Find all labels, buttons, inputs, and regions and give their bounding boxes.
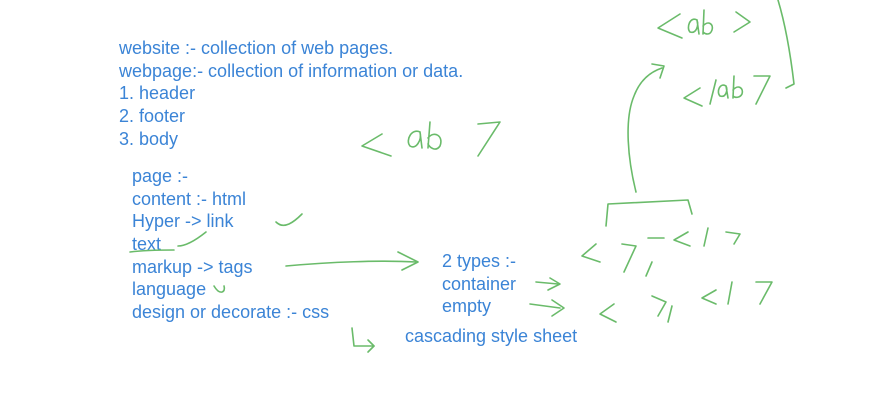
website-definition: website :- collection of web pages. bbox=[119, 38, 394, 58]
bracket-right-curve bbox=[777, 0, 795, 89]
seven-stroke bbox=[477, 121, 501, 157]
seven-stroke bbox=[621, 243, 637, 273]
letter-b-stroke bbox=[427, 121, 442, 150]
arrow-markup-shaft bbox=[285, 260, 417, 267]
angle-bracket-stroke bbox=[361, 133, 392, 157]
empty-type: empty bbox=[442, 296, 492, 317]
underline-text bbox=[129, 249, 175, 253]
handwritten-tag-top-close bbox=[683, 75, 771, 107]
angle-bracket-stroke bbox=[733, 11, 751, 33]
definitions-block: website :- collection of web pages. webp… bbox=[119, 37, 463, 150]
list-item-body: 3. body bbox=[119, 128, 179, 149]
hyper-line: Hyper -> link bbox=[132, 211, 234, 232]
tick-stroke bbox=[645, 261, 653, 277]
tick-language bbox=[213, 285, 226, 293]
slash-stroke bbox=[727, 281, 733, 305]
arrow-css-head bbox=[367, 339, 375, 353]
arrow-up-head bbox=[651, 63, 665, 79]
handwritten-tag-top-open bbox=[657, 9, 751, 39]
arrow-empty-shaft bbox=[529, 303, 561, 309]
letter-b-stroke bbox=[702, 9, 714, 35]
tick-stroke bbox=[667, 305, 673, 323]
slash-stroke bbox=[709, 79, 717, 105]
css-expansion: cascading style sheet bbox=[405, 326, 578, 346]
angle-bracket-stroke bbox=[581, 243, 601, 263]
tick-link bbox=[275, 213, 303, 227]
seven-stroke bbox=[725, 231, 741, 245]
page-concepts-block: page :- content :- html Hyper -> link te… bbox=[132, 165, 329, 324]
arrow-container-shaft bbox=[535, 281, 559, 285]
handwritten-tag-center bbox=[361, 121, 501, 157]
letter-a-stroke bbox=[687, 18, 700, 35]
angle-bracket-stroke bbox=[599, 303, 617, 323]
handwritten-container-pair bbox=[581, 227, 741, 277]
tree-branch bbox=[605, 199, 693, 227]
arrow-up-shaft bbox=[627, 67, 663, 193]
arrow-container-head bbox=[547, 277, 561, 291]
seven-stroke bbox=[651, 295, 667, 317]
language-line: language bbox=[132, 279, 207, 300]
letter-b-stroke bbox=[732, 75, 744, 99]
container-type: container bbox=[442, 273, 517, 294]
list-item-footer: 2. footer bbox=[119, 106, 186, 127]
angle-bracket-stroke bbox=[673, 231, 691, 247]
handwritten-empty-pair bbox=[599, 281, 773, 323]
arrow-css-shaft bbox=[351, 327, 375, 347]
slash-stroke bbox=[703, 227, 709, 247]
content-line: content :- html bbox=[132, 188, 247, 209]
seven-stroke bbox=[753, 75, 771, 105]
webpage-definition: webpage:- collection of information or d… bbox=[119, 60, 464, 81]
css-expansion-block: cascading style sheet bbox=[405, 325, 577, 348]
letter-a-stroke bbox=[717, 84, 729, 99]
page-heading: page :- bbox=[132, 166, 189, 186]
angle-bracket-stroke bbox=[657, 13, 683, 39]
tag-types-block: 2 types :- container empty bbox=[442, 250, 516, 318]
list-item-header: 1. header bbox=[119, 83, 196, 104]
letter-a-stroke bbox=[407, 130, 423, 149]
angle-bracket-stroke bbox=[683, 87, 703, 107]
arrow-markup-head bbox=[397, 251, 419, 271]
types-heading: 2 types :- bbox=[442, 251, 517, 271]
markup-line: markup -> tags bbox=[132, 256, 253, 277]
arrow-empty-head bbox=[551, 299, 565, 317]
angle-bracket-stroke bbox=[701, 289, 717, 305]
design-line: design or decorate :- css bbox=[132, 302, 330, 323]
tick-text bbox=[177, 231, 207, 247]
seven-stroke bbox=[755, 281, 773, 305]
text-line: text bbox=[132, 234, 162, 255]
